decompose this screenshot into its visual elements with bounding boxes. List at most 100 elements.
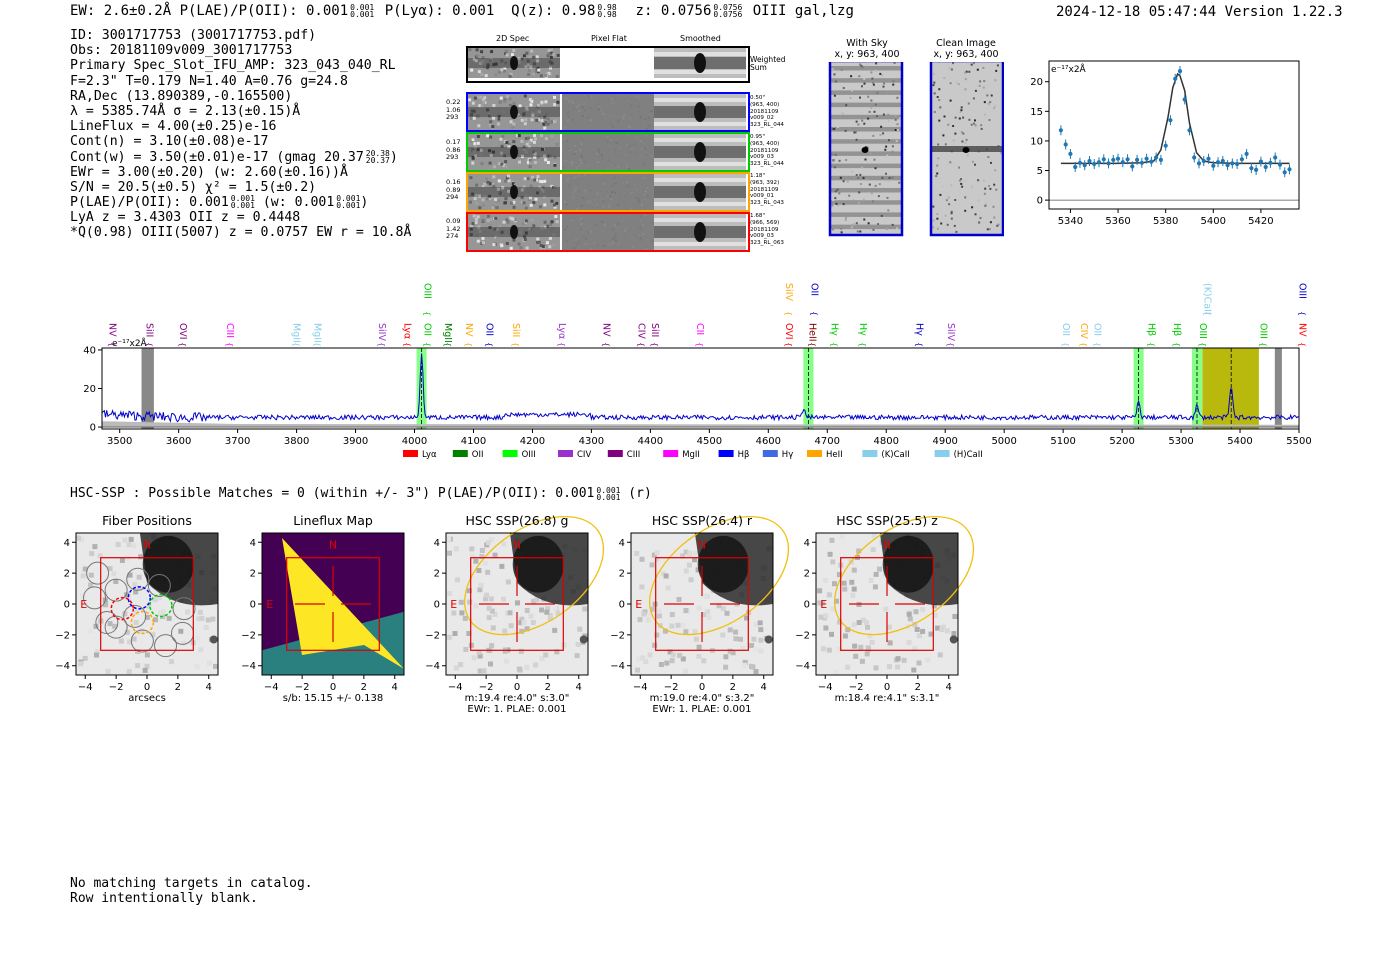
panel-caption: arcsecs xyxy=(128,693,166,704)
data-point xyxy=(1168,118,1173,123)
x-tick-label: 4800 xyxy=(874,436,899,447)
legend-swatch xyxy=(403,450,418,457)
aperture-box xyxy=(655,557,749,651)
data-point xyxy=(1192,155,1197,160)
data-point xyxy=(1139,160,1144,165)
x-tick-label: 4 xyxy=(206,682,212,693)
legend-label: HeII xyxy=(826,450,843,460)
x-tick-label: 0 xyxy=(144,682,150,693)
cutout-details-1: 0.95" (963, 400) 20181109 v009_03 323_RL_044 xyxy=(750,134,784,168)
y-tick-label: −4 xyxy=(241,661,256,672)
x-tick-label: 3700 xyxy=(225,436,250,447)
north-label: N xyxy=(883,538,891,551)
footer-note: No matching targets in catalog. Row inte… xyxy=(70,876,313,906)
data-point xyxy=(1087,158,1092,164)
data-point xyxy=(1154,155,1159,160)
x-tick-label: 0 xyxy=(514,682,520,693)
line-label: NV xyxy=(1297,323,1308,337)
legend-swatch xyxy=(663,450,679,457)
y-tick-label: 20 xyxy=(1030,77,1043,88)
line-label-bracket: { xyxy=(650,342,659,347)
data-point xyxy=(1063,142,1068,147)
legend-label: Lyα xyxy=(422,450,437,460)
panel-caption: m:19.4 re:4.0" s:3.0" xyxy=(465,693,570,704)
gaussian-fit-line xyxy=(1060,72,1290,165)
data-point xyxy=(1101,157,1106,162)
weighted-sum-label: Weighted Sum xyxy=(750,55,786,72)
legend-label: (H)CaII xyxy=(954,450,983,460)
zoom-plot-frame xyxy=(1048,60,1300,210)
fiber-frame-1 xyxy=(466,132,750,172)
y-tick-label: 15 xyxy=(1030,107,1043,118)
data-point xyxy=(1111,157,1116,162)
noise-image xyxy=(562,174,654,210)
x-tick-label: −2 xyxy=(109,682,124,693)
x-tick-label: −4 xyxy=(818,682,833,693)
line-label-bracket: { xyxy=(858,342,867,347)
x-tick-label: 4 xyxy=(576,682,582,693)
col-2dspec-label: 2D Spec xyxy=(496,34,530,43)
legend-swatch xyxy=(502,450,518,457)
error-band xyxy=(102,421,1299,428)
y-tick-label: 5 xyxy=(1037,166,1043,177)
data-point xyxy=(1254,167,1259,172)
line-label: NV xyxy=(463,323,474,337)
fiber-circle-highlight xyxy=(110,596,135,621)
panel-caption-2: EWr: 1. PLAE: 0.001 xyxy=(652,704,751,715)
fiber-circle xyxy=(147,573,171,597)
panel-title: HSC SSP(26.4) r xyxy=(652,513,753,528)
line-label-bracket: { xyxy=(830,342,839,347)
data-point xyxy=(1215,160,1221,165)
line-label: MgII xyxy=(442,323,453,343)
line-label-bracket: { xyxy=(423,342,432,347)
x-tick-label: 5100 xyxy=(1050,436,1075,447)
line-label: OII xyxy=(808,283,819,296)
x-tick-label: 5200 xyxy=(1109,436,1134,447)
fiber-circle xyxy=(130,629,154,653)
data-point xyxy=(1120,160,1125,165)
x-tick-label: −4 xyxy=(633,682,648,693)
line-label-bracket: { xyxy=(1298,342,1307,347)
east-label: E xyxy=(635,598,642,611)
info-sn: S/N = 20.5(±0.5) χ² = 1.5(±0.2) xyxy=(70,179,317,195)
info-slot: Primary Spec_Slot_IFU_AMP: 323_043_040_R… xyxy=(70,58,396,74)
data-point xyxy=(1287,167,1292,172)
hsc-panel-2: N E −4 −2 0 2 4 4 2 0 −2 −4 HSC SSP(26.8) g m:19.4 re… xyxy=(425,513,605,715)
with-sky-title: With Sky x, y: 963, 400 xyxy=(834,38,900,60)
legend-swatch xyxy=(807,450,822,457)
data-point xyxy=(1206,156,1211,161)
legend-swatch xyxy=(934,450,950,457)
line-label: CIV xyxy=(636,323,647,339)
header-summary: EW: 2.6±0.2Å P(LAE)/P(OII): 0.001 0.001 0.… xyxy=(70,3,854,19)
fiber-circle xyxy=(172,597,196,621)
data-point xyxy=(1201,158,1206,164)
panel-title: Fiber Positions xyxy=(102,513,192,528)
line-label-bracket: { xyxy=(1061,342,1070,347)
y-tick-label: 4 xyxy=(434,538,440,549)
legend-label: OIII xyxy=(522,450,536,460)
aperture-box xyxy=(470,557,564,651)
y-tick-label: 0 xyxy=(90,423,96,434)
panel-caption: s/b: 15.15 +/- 0.138 xyxy=(283,693,383,704)
clean-image xyxy=(929,62,1004,237)
y-tick-label: −2 xyxy=(241,630,256,641)
panel-caption: m:19.0 re:4.0" s:3.2" xyxy=(650,693,755,704)
timestamp-version: 2024-12-18 05:47:44 Version 1.22.3 xyxy=(1056,4,1343,20)
line-label-bracket: { xyxy=(377,342,386,347)
line-label-bracket: { xyxy=(443,342,452,347)
x-tick-label: 5400 xyxy=(1201,216,1226,227)
y-tick-label: −2 xyxy=(795,630,810,641)
y-tick-label: −4 xyxy=(55,661,70,672)
x-tick-label: 4200 xyxy=(520,436,545,447)
x-tick-label: 4900 xyxy=(932,436,957,447)
data-point xyxy=(1073,164,1078,170)
data-point xyxy=(1182,97,1187,102)
x-tick-label: −4 xyxy=(78,682,93,693)
line-label: SiIV xyxy=(945,323,956,341)
line-label: Lyα xyxy=(556,323,567,339)
hsc-imaging-panels: N E −4 −2 0 2 4 4 2 0 −2 −4 Fiber Positions arcsecs N E… xyxy=(55,513,975,715)
x-tick-label: 5360 xyxy=(1105,216,1130,227)
data-point xyxy=(1273,155,1278,160)
line-label-bracket: { xyxy=(511,342,520,347)
info-obs: Obs: 20181109v009_3001717753 xyxy=(70,43,293,59)
